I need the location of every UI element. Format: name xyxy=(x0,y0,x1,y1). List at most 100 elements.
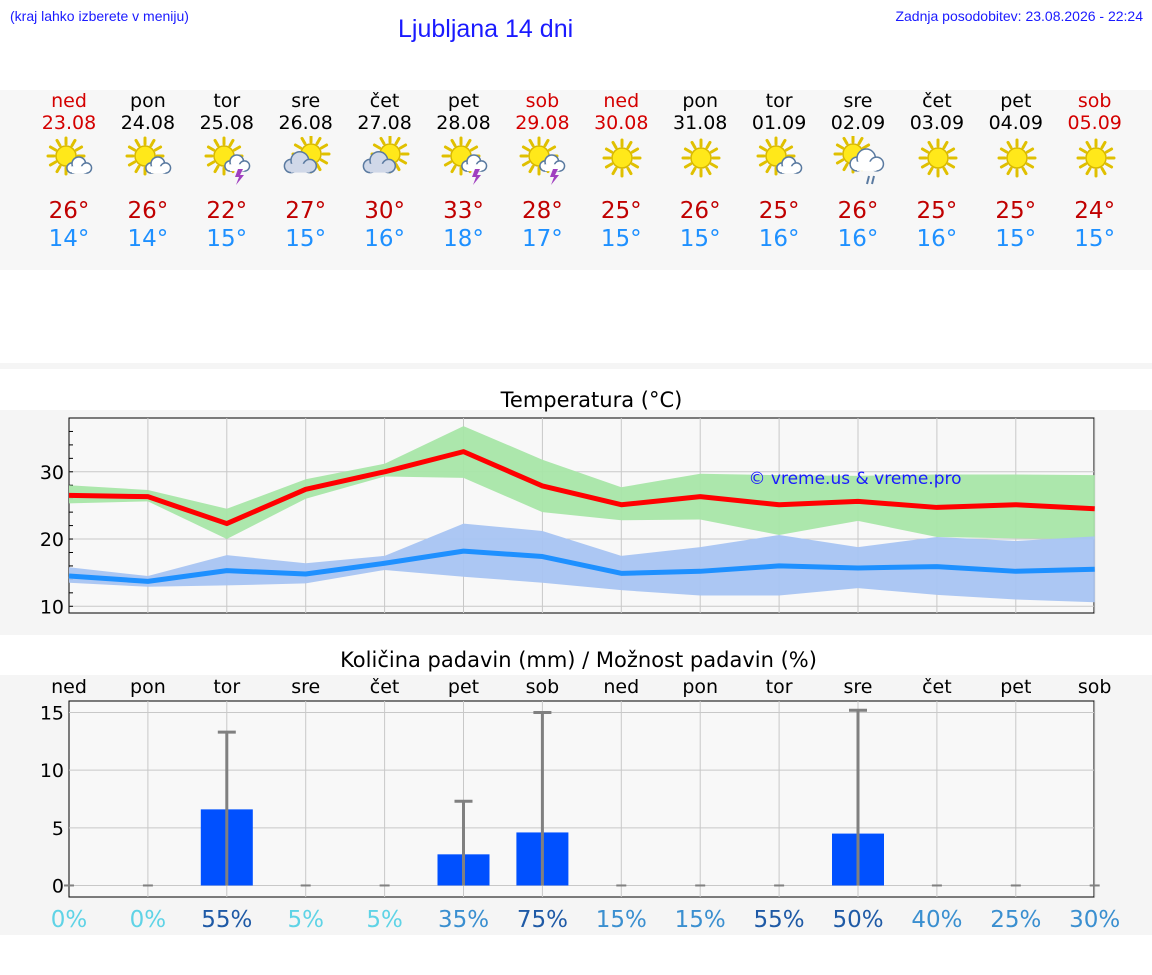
sun-disc xyxy=(1084,147,1107,169)
sun-ray xyxy=(1021,166,1028,176)
sun-ray xyxy=(315,136,322,146)
sun-ray xyxy=(1078,162,1087,169)
sun-ray xyxy=(70,138,77,148)
sun-ray xyxy=(55,164,62,174)
cloud-sun-icon xyxy=(362,136,410,174)
day-name: ned xyxy=(51,90,87,112)
sun-ray xyxy=(710,147,719,154)
x-tick-label: sre xyxy=(291,676,320,698)
max-temp: 26° xyxy=(837,198,879,224)
sun-ray xyxy=(759,160,768,167)
sun-ray xyxy=(1104,162,1113,169)
sun-ray xyxy=(626,140,633,150)
sun-thunder-icon xyxy=(441,136,487,185)
day-date: 24.08 xyxy=(120,112,176,134)
sun-ray xyxy=(206,145,215,152)
sun-ray xyxy=(153,145,162,152)
sun-ray xyxy=(1100,140,1107,150)
min-temp: 15° xyxy=(995,226,1037,252)
cloud-base xyxy=(150,166,166,174)
day-date: 25.08 xyxy=(199,112,254,134)
sun-ray xyxy=(55,138,62,148)
sun-ray xyxy=(626,166,633,176)
sun-rays xyxy=(918,138,958,178)
day-date: 26.08 xyxy=(278,112,333,134)
min-temp: 16° xyxy=(837,226,879,252)
sun-ray xyxy=(861,143,871,150)
watermark: © vreme.us & vreme.pro xyxy=(748,469,961,489)
max-temp: 25° xyxy=(916,198,958,224)
sun-ray xyxy=(398,158,407,165)
max-temp: 28° xyxy=(522,198,563,224)
sun-ray xyxy=(127,145,136,152)
sun-ray xyxy=(232,145,241,152)
sun-ray xyxy=(710,162,719,169)
cloud-sun-icon xyxy=(283,136,331,174)
sun-ray xyxy=(548,145,557,152)
cloud-sun-icon xyxy=(283,136,331,174)
sun-ray xyxy=(528,164,535,174)
sun-ray xyxy=(48,145,58,152)
sun-ray xyxy=(213,138,220,148)
y-tick-label: 0 xyxy=(52,875,64,897)
sun-ray xyxy=(605,147,614,154)
sun-disc xyxy=(1006,147,1028,169)
lightning-bolt xyxy=(471,169,481,185)
day-name: tor xyxy=(765,90,793,112)
sun-ray xyxy=(469,145,478,152)
sun-ray xyxy=(946,147,955,154)
sun-rays xyxy=(681,138,721,178)
day-date: 23.08 xyxy=(41,112,97,134)
sun-thunder-icon xyxy=(519,136,566,185)
sun-disc xyxy=(611,147,634,169)
sun-rays xyxy=(1076,138,1116,178)
sun-rays xyxy=(997,138,1037,178)
sun-icon xyxy=(602,138,642,178)
cloud-base xyxy=(229,164,245,172)
chance-label: 15% xyxy=(675,907,726,933)
chance-label: 75% xyxy=(517,907,568,933)
x-tick-label: čet xyxy=(922,676,952,698)
min-temp: 16° xyxy=(916,226,958,252)
sun-thunder-icon xyxy=(204,136,251,185)
day-name: sre xyxy=(291,90,321,112)
page-title: Ljubljana 14 dni xyxy=(398,15,574,43)
sun-ray xyxy=(999,147,1008,154)
sun-ray xyxy=(1078,147,1087,154)
day-name: pet xyxy=(447,90,480,112)
day-date: 29.08 xyxy=(515,112,570,134)
sun-ray xyxy=(780,138,787,148)
sun-cloud-icon xyxy=(756,136,803,176)
day-name: pet xyxy=(1000,90,1032,112)
day-name: čet xyxy=(369,90,400,112)
sun-ray xyxy=(842,136,849,146)
sun-ray xyxy=(684,147,693,154)
min-temp: 18° xyxy=(443,226,484,252)
sun-ray xyxy=(300,136,307,146)
day-name: tor xyxy=(213,90,241,112)
x-tick-label: pon xyxy=(682,676,718,698)
sun-ray xyxy=(315,162,322,172)
sun-icon xyxy=(918,138,958,178)
sun-ray xyxy=(631,147,640,154)
sun-ray xyxy=(528,138,535,148)
max-temp: 30° xyxy=(364,198,405,224)
day-name: ned xyxy=(603,90,640,112)
divider xyxy=(0,363,1152,369)
sun-thunder-icon xyxy=(204,136,251,185)
cloud-base xyxy=(857,161,877,171)
chance-label: 55% xyxy=(754,907,805,933)
day-date: 28.08 xyxy=(436,112,491,134)
forecast-strip: ned 23.08 26° 14° pon 24.08 26° 14° tor 25.08 22° 1… xyxy=(0,90,1152,270)
sun-rays xyxy=(602,138,642,178)
sun-disc xyxy=(690,147,712,169)
max-temp: 33° xyxy=(443,198,484,224)
sun-ray xyxy=(450,164,456,174)
y-tick-label: 10 xyxy=(40,760,64,782)
max-temp: 26° xyxy=(127,198,169,224)
sun-ray xyxy=(1006,166,1013,176)
sun-ray xyxy=(394,162,401,172)
cloud xyxy=(362,150,396,174)
min-temp: 15° xyxy=(1074,226,1116,252)
sun-ray xyxy=(999,162,1008,169)
